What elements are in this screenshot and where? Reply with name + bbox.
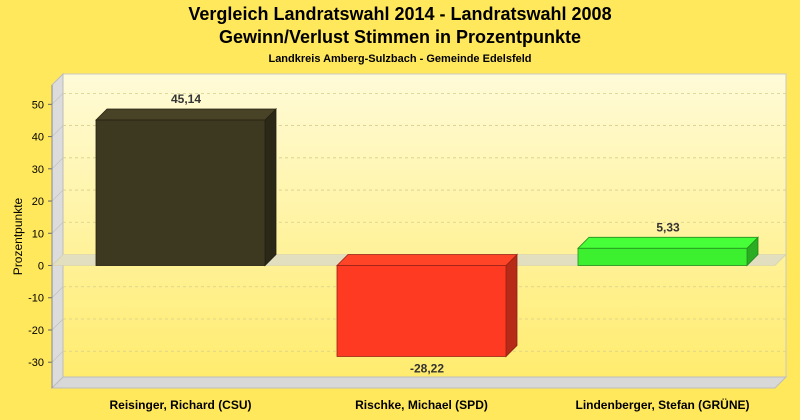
y-tick-label: -10 [28, 293, 44, 305]
gridline-side [51, 286, 64, 298]
x-category-label: Reisinger, Richard (CSU) [109, 398, 251, 412]
bar-top [577, 236, 759, 249]
bar-value-label: -28,22 [410, 361, 444, 375]
chart-subsubtitle: Landkreis Amberg-Sulzbach - Gemeinde Ede… [268, 53, 532, 65]
plot-side-wall [51, 72, 64, 390]
x-category-label: Lindenberger, Stefan (GRÜNE) [575, 397, 749, 412]
bar [577, 236, 759, 267]
bar [336, 253, 518, 358]
gridline-side [51, 351, 64, 363]
gridline-side [51, 157, 64, 170]
bar-side [264, 108, 277, 267]
bar-side [505, 253, 518, 358]
gridline-side [51, 93, 64, 105]
gridline-side [51, 318, 64, 331]
y-tick-label: 40 [32, 132, 44, 144]
y-axis-title: Prozentpunkte [11, 197, 25, 275]
x-category-label: Rischke, Michael (SPD) [355, 398, 488, 412]
gridline-side [51, 189, 64, 202]
y-tick-label: -20 [28, 325, 44, 337]
chart-title: Vergleich Landratswahl 2014 - Landratswa… [188, 4, 612, 24]
y-tick-label: 0 [38, 261, 44, 273]
bar-front [577, 247, 748, 266]
y-tick-label: 50 [32, 99, 44, 111]
chart-subtitle: Gewinn/Verlust Stimmen in Prozentpunkte [218, 27, 582, 47]
y-tick-label: 30 [32, 164, 44, 176]
y-tick-label: 10 [32, 228, 44, 240]
bar-value-label: 45,14 [171, 92, 201, 106]
y-tick-label: -30 [28, 357, 44, 369]
gridline-side [51, 222, 64, 234]
bar-front [336, 265, 507, 357]
bar-value-label: 5,33 [656, 220, 680, 234]
bar [95, 108, 277, 267]
gridline-side [51, 125, 64, 137]
bar-front [95, 119, 266, 266]
y-tick-label: 20 [32, 196, 44, 208]
bar-top [95, 108, 277, 121]
plot-floor [50, 376, 788, 389]
bar-top [336, 254, 518, 266]
